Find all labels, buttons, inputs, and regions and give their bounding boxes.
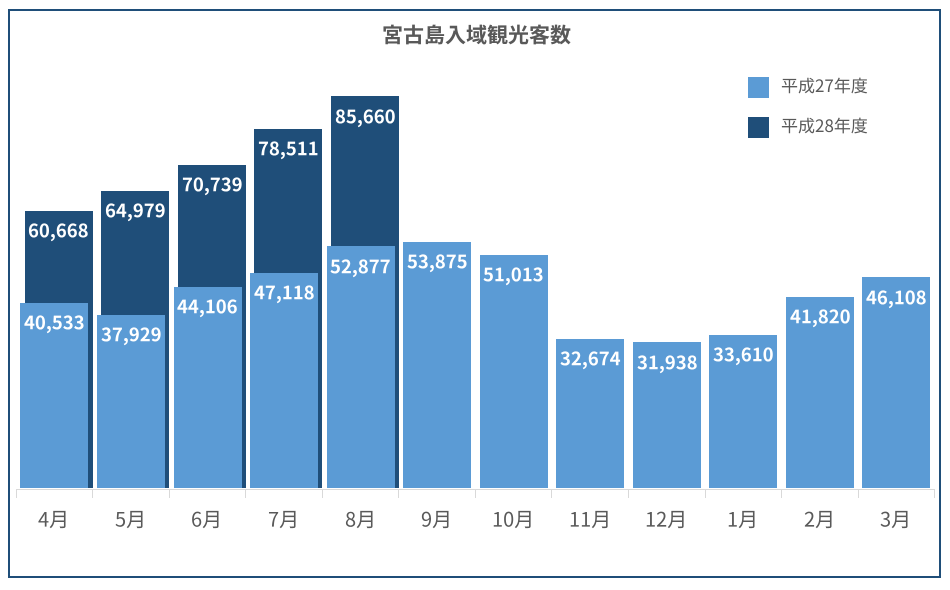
bar-h27-m3 [862, 277, 931, 489]
axis-tick-11 [857, 489, 859, 498]
value-label-h27-m3-glyphs [866, 290, 926, 308]
value-label-h27-m10-glyphs [483, 267, 543, 286]
value-label-h27-m5-glyphs [101, 327, 161, 346]
value-label-h28-m6-glyphs [182, 177, 242, 196]
axis-tick-8 [628, 489, 629, 498]
axis-tick-4 [321, 489, 323, 498]
category-label-m8-glyphs [345, 511, 373, 529]
axis-tick-9 [704, 489, 706, 498]
legend-label-h28-glyphs [781, 117, 867, 134]
bar-h27-m5 [96, 314, 165, 489]
value-label-h28-m4-glyphs [29, 223, 89, 242]
axis-tick-7 [551, 489, 553, 498]
chart-title-glyphs [383, 24, 571, 45]
category-label-m7-glyphs [268, 511, 296, 529]
axis-tick-3 [245, 489, 247, 498]
category-label-m6-glyphs [192, 511, 219, 529]
value-label-h27-m9-glyphs [407, 254, 467, 273]
category-label-m3-glyphs [880, 511, 908, 529]
category-label-m1-glyphs [729, 511, 755, 529]
category-label-m5-glyphs [115, 511, 143, 529]
value-label-h27-m11-glyphs [560, 351, 621, 370]
axis-tick-6 [474, 489, 476, 498]
bar-h27-m7 [250, 272, 319, 489]
axis-tick-5 [398, 489, 400, 498]
legend-label-h27-glyphs [781, 77, 867, 94]
value-label-h27-m12-glyphs [636, 354, 697, 373]
bar-h27-m9 [403, 241, 472, 489]
value-label-h27-m7-glyphs [254, 285, 314, 304]
axis-tick-1 [92, 489, 94, 498]
category-label-m9-glyphs [421, 511, 449, 529]
axis-tick-2 [168, 489, 170, 498]
bar-h27-m8 [326, 246, 395, 489]
value-label-h27-m2-glyphs [789, 309, 850, 328]
value-label-h27-m8-glyphs [330, 259, 390, 278]
bar-h27-m2 [785, 297, 854, 489]
value-label-h27-m4-glyphs [24, 315, 84, 334]
axis-tick-10 [781, 489, 783, 498]
bar-h27-m6 [173, 286, 242, 489]
legend-swatch-h27 [747, 76, 769, 98]
category-label-m2-glyphs [804, 511, 832, 529]
value-label-h28-m8-glyphs [335, 109, 395, 127]
axis-tick-0 [15, 489, 17, 498]
bar-h27-m10 [479, 254, 548, 489]
chart-border [8, 9, 941, 578]
value-label-h27-m6-glyphs [177, 299, 238, 318]
axis-tick-12 [934, 489, 936, 498]
value-label-h27-m1-glyphs [713, 347, 773, 366]
category-label-m10-glyphs [493, 511, 531, 529]
value-label-h28-m5-glyphs [105, 203, 165, 222]
bar-h27-m4 [20, 302, 89, 489]
category-label-m11-glyphs [570, 511, 608, 529]
legend-swatch-h28 [747, 117, 769, 139]
category-label-m12-glyphs [646, 511, 684, 529]
value-label-h28-m7-glyphs [258, 141, 318, 160]
category-label-m4-glyphs [38, 511, 66, 529]
